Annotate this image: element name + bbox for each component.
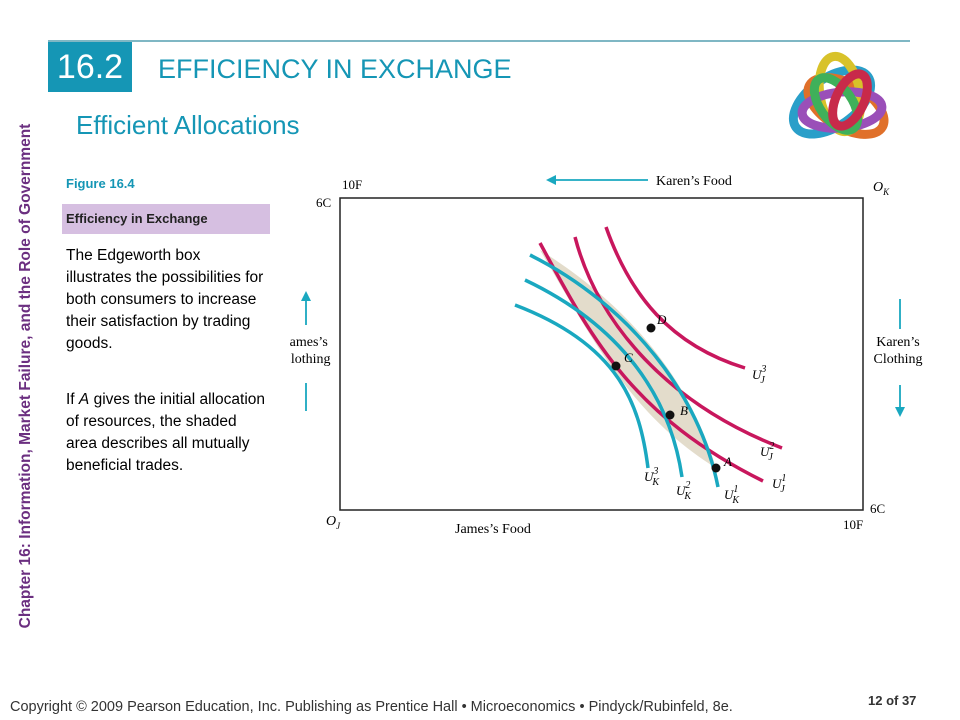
chapter-title: Chapter 16: Information, Market Failure,… — [17, 61, 35, 691]
point-d — [647, 324, 656, 333]
label-origin-karen: OK — [873, 180, 890, 197]
label-point-d: D — [656, 312, 667, 327]
paragraph-2-end: gives the initial allocation of resource… — [66, 391, 265, 474]
header-rule — [48, 40, 910, 42]
label-origin-james: OJ — [326, 514, 341, 531]
label-karens-clothing: Karen’s Clothing — [873, 335, 922, 367]
point-b — [666, 411, 675, 420]
karens-clothing-arrowhead — [895, 407, 905, 417]
label-uk3: U3 K — [644, 466, 660, 488]
page-number: 12 of 37 — [868, 693, 916, 708]
label-james-food: James’s Food — [455, 522, 531, 537]
label-uj3: U3 J — [752, 364, 766, 386]
karens-food-arrowhead — [546, 175, 556, 185]
point-a — [712, 464, 721, 473]
description-paragraph-1: The Edgeworth box illustrates the possib… — [66, 245, 266, 355]
label-uk1: U1 K — [724, 484, 740, 506]
label-bottom-right-food: 10F — [843, 517, 863, 532]
label-uk2: U2 K — [676, 480, 692, 502]
label-bottom-right-clothing: 6C — [870, 501, 885, 516]
label-uj2: U2 J — [760, 441, 774, 463]
james-clothing-arrowhead — [301, 291, 311, 301]
label-point-b: B — [680, 403, 688, 418]
figure-caption: Efficiency in Exchange — [62, 204, 270, 234]
paragraph-2-start: If — [66, 391, 79, 408]
label-uj1: U1 J — [772, 473, 786, 495]
section-title: EFFICIENCY IN EXCHANGE — [158, 54, 512, 85]
allocation-variable: A — [79, 391, 89, 408]
slide-subtitle: Efficient Allocations — [76, 110, 300, 141]
section-number: 16.2 — [48, 42, 132, 92]
label-top-left-clothing: 6C — [316, 195, 331, 210]
edgeworth-box — [340, 198, 863, 510]
label-point-c: C — [624, 350, 633, 365]
figure-label: Figure 16.4 — [66, 176, 135, 191]
description-paragraph-2: If A gives the initial allocation of res… — [66, 389, 266, 477]
footer-copyright: Copyright © 2009 Pearson Education, Inc.… — [10, 699, 733, 715]
label-karens-food: Karen’s Food — [656, 174, 732, 189]
point-c — [612, 362, 621, 371]
rings-logo-icon — [772, 44, 910, 166]
label-point-a: A — [723, 454, 732, 469]
label-top-left-food: 10F — [342, 177, 362, 192]
edgeworth-box-diagram: D C B A U3 J U2 J U1 J U3 K U2 K U1 K 10F 6C 6… — [290, 165, 940, 545]
